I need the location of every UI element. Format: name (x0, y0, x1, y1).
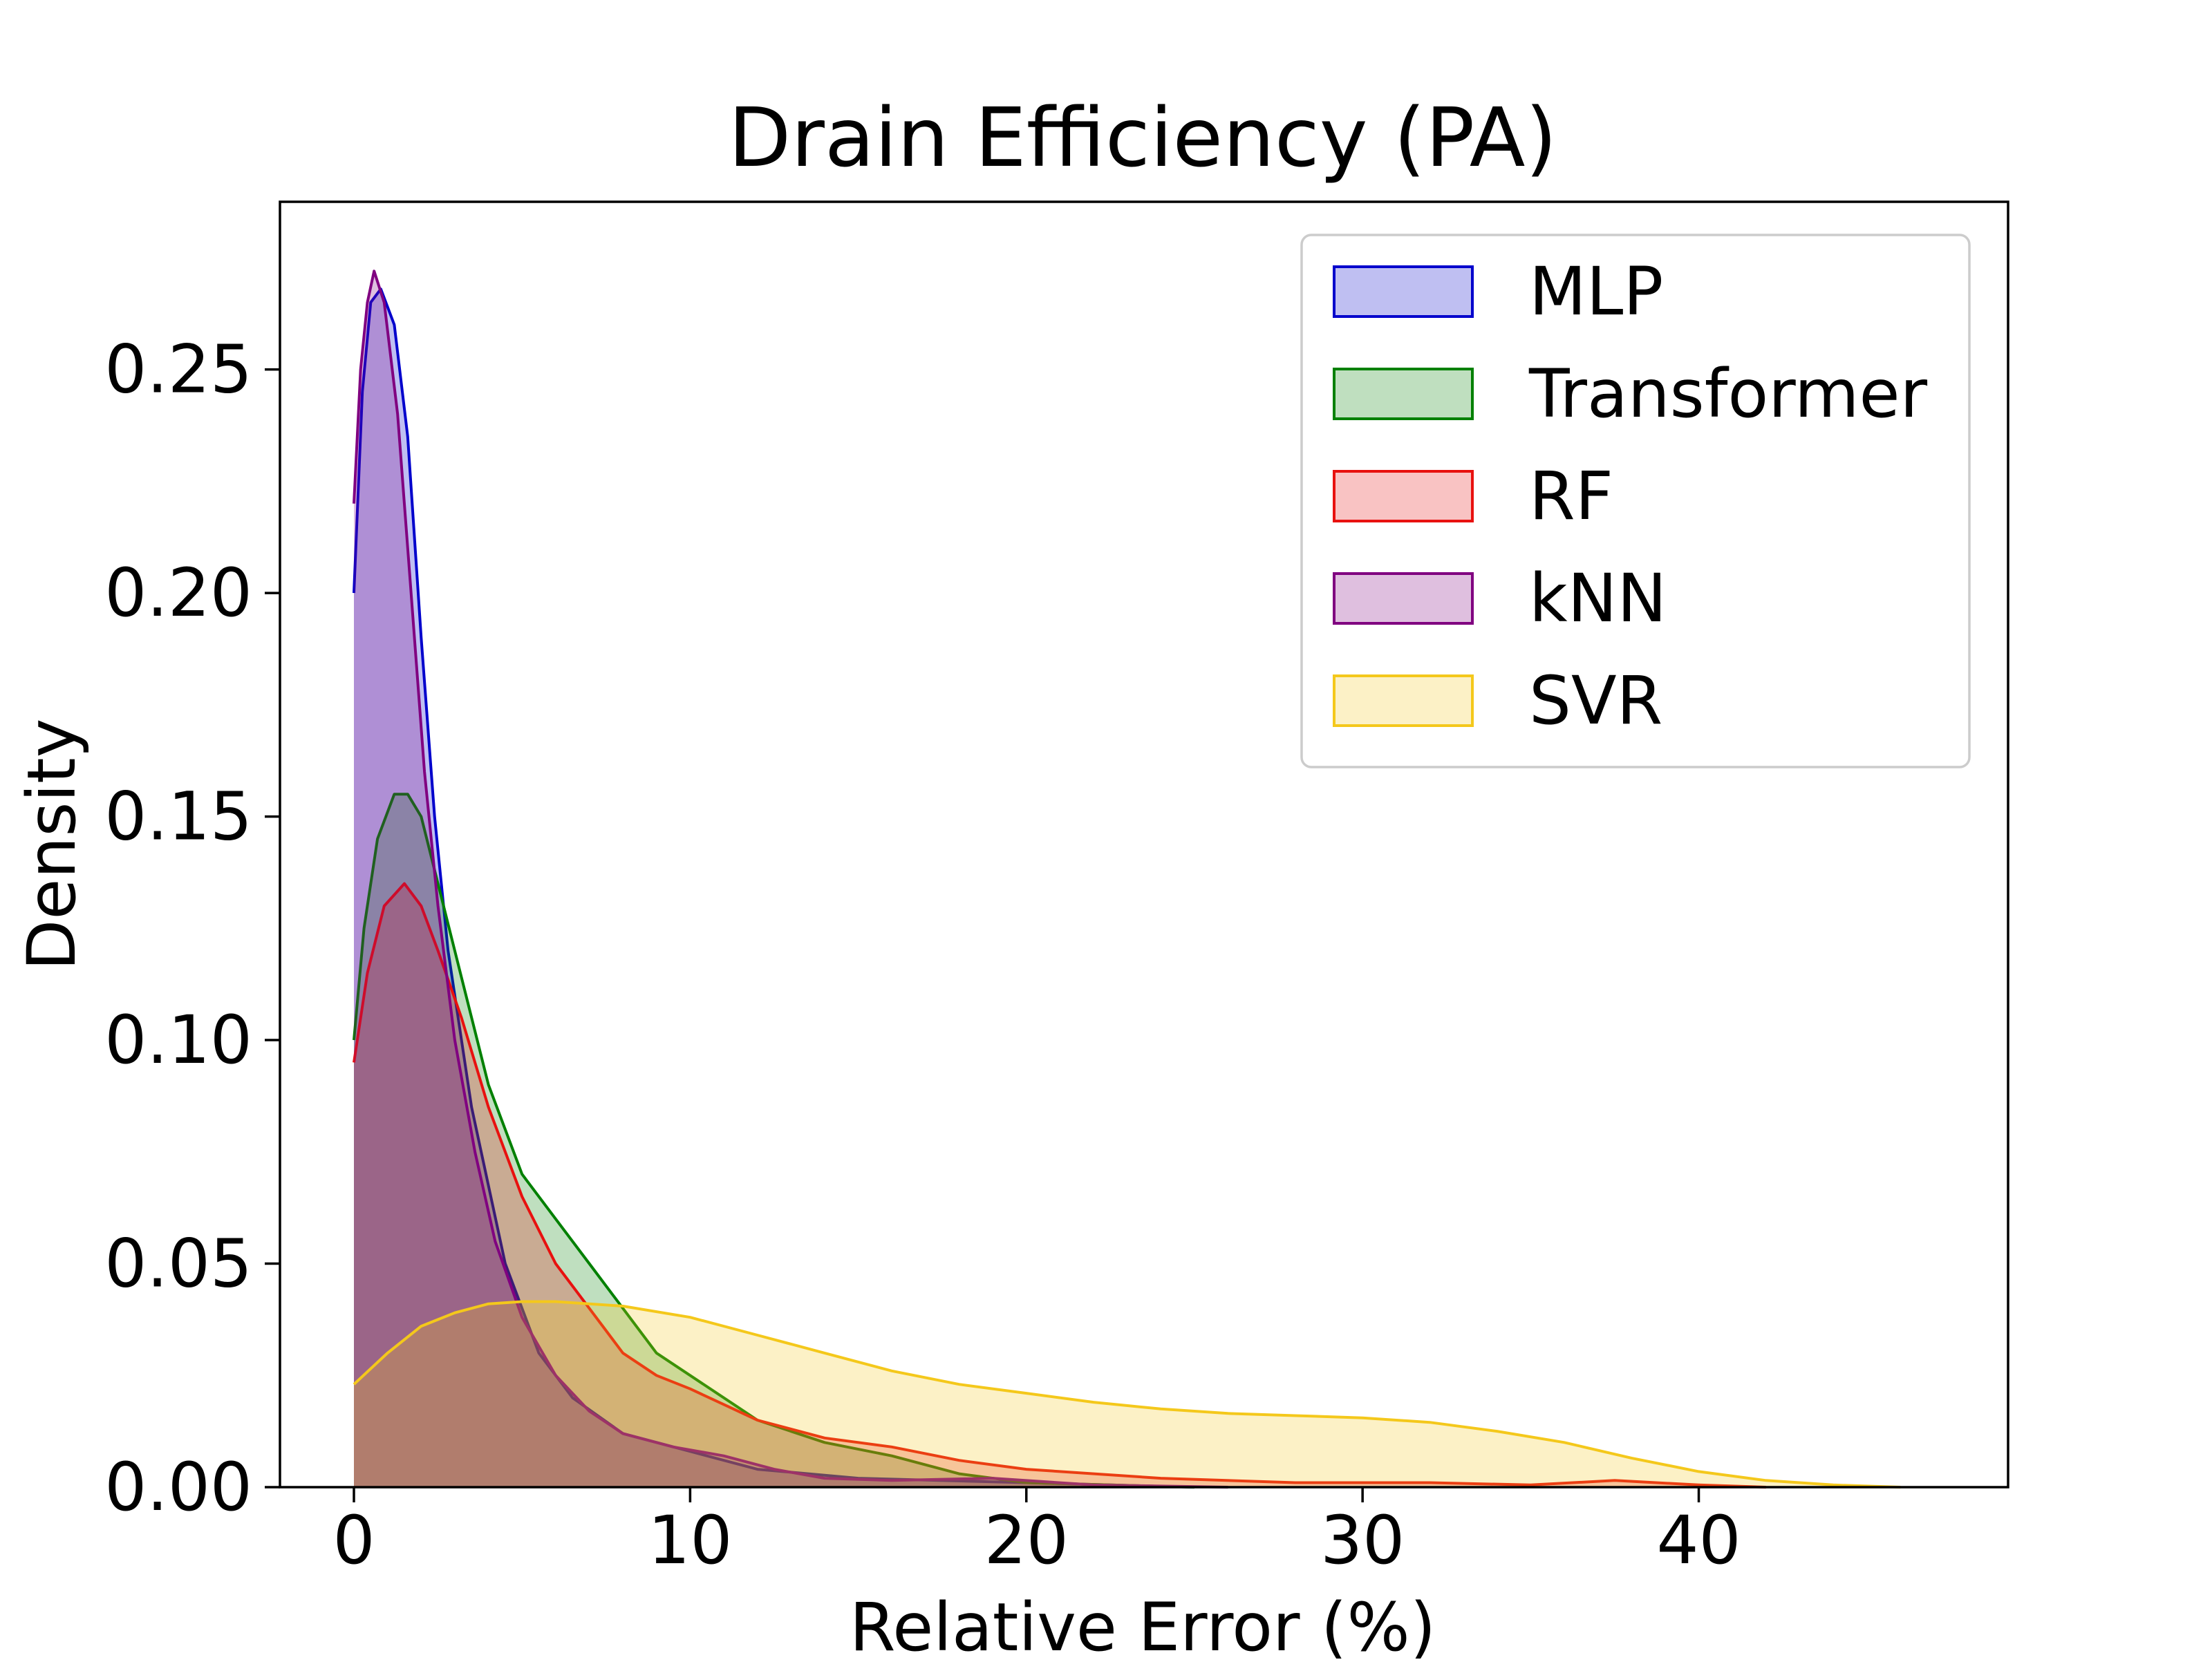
y-axis-label: Density (13, 719, 91, 971)
x-tick-label: 40 (1656, 1502, 1741, 1579)
legend-swatch-mlp (1333, 265, 1474, 318)
x-axis-label: Relative Error (%) (850, 1589, 1436, 1659)
legend-label-rf: RF (1529, 457, 1613, 535)
series-area-svr (354, 1301, 1901, 1487)
y-tick-label: 0.05 (104, 1225, 252, 1303)
y-axis: 0.00 0.05 0.10 0.15 0.20 0.25 (104, 331, 280, 1526)
series-area-mlp (354, 289, 1194, 1488)
legend-swatch-svr (1333, 674, 1474, 727)
x-tick-label: 20 (984, 1502, 1069, 1579)
series-line-svr (353, 1300, 1901, 1489)
chart-title: Drain Efficiency (PA) (728, 90, 1557, 185)
plot-frame (279, 200, 2009, 1489)
legend-swatch-rf (1333, 470, 1474, 522)
y-tick-label: 0.10 (104, 1001, 252, 1079)
series-line-transformer (353, 793, 1195, 1489)
legend-swatch-transformer (1333, 368, 1474, 420)
series-layer (353, 270, 1901, 1489)
series-area-knn (354, 271, 1228, 1487)
y-tick-label: 0.25 (104, 331, 252, 408)
y-tick-label: 0.20 (104, 554, 252, 632)
series-line-knn (353, 270, 1228, 1489)
series-area-rf (354, 883, 1766, 1487)
legend-label-knn: kNN (1529, 560, 1667, 637)
legend-label-mlp: MLP (1529, 253, 1663, 330)
legend-label-svr: SVR (1529, 662, 1662, 739)
y-tick-label: 0.15 (104, 778, 252, 856)
y-tick-label: 0.00 (104, 1448, 252, 1526)
legend: MLP Transformer RF kNN SVR (1300, 234, 1971, 768)
legend-swatch-knn (1333, 572, 1474, 625)
x-tick-label: 10 (648, 1502, 732, 1579)
x-tick-label: 0 (332, 1502, 375, 1579)
x-tick-label: 30 (1320, 1502, 1405, 1579)
series-line-rf (353, 882, 1766, 1489)
x-axis: 0 10 20 30 40 (332, 1487, 1741, 1579)
legend-label-transformer: Transformer (1528, 355, 1928, 433)
series-area-transformer (354, 794, 1194, 1487)
